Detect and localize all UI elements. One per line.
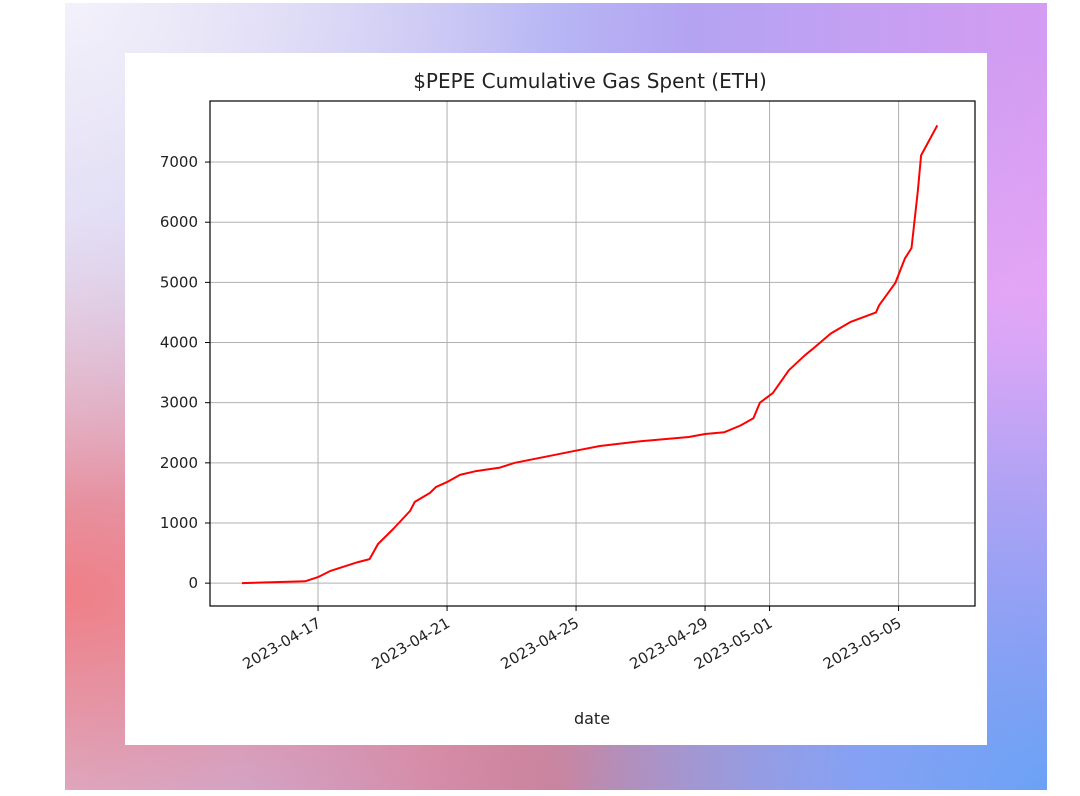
x-axis-label: date <box>574 709 610 728</box>
grid <box>210 101 975 606</box>
series-line <box>241 124 939 585</box>
x-tick-label: 2023-05-05 <box>820 614 905 673</box>
y-tick-label: 1000 <box>160 514 198 532</box>
chart-title: $PEPE Cumulative Gas Spent (ETH) <box>413 69 767 93</box>
y-tick-label: 6000 <box>160 213 198 231</box>
x-tick-label: 2023-04-21 <box>369 614 454 673</box>
y-tick-label: 5000 <box>160 273 198 291</box>
series-group <box>241 124 939 585</box>
y-tick-label: 4000 <box>160 334 198 352</box>
y-tick-label: 0 <box>188 574 198 592</box>
y-tick-label: 3000 <box>160 394 198 412</box>
plot-area-border <box>209 100 976 607</box>
ticks: 2023-04-17 2023-04-21 2023-04-25 2023-04-29… <box>160 153 905 673</box>
y-tick-label: 7000 <box>160 153 198 171</box>
x-tick-label: 2023-04-25 <box>498 614 583 673</box>
chart-card <box>125 53 987 745</box>
x-tick-label: 2023-04-17 <box>240 614 325 673</box>
y-tick-label: 2000 <box>160 454 198 472</box>
